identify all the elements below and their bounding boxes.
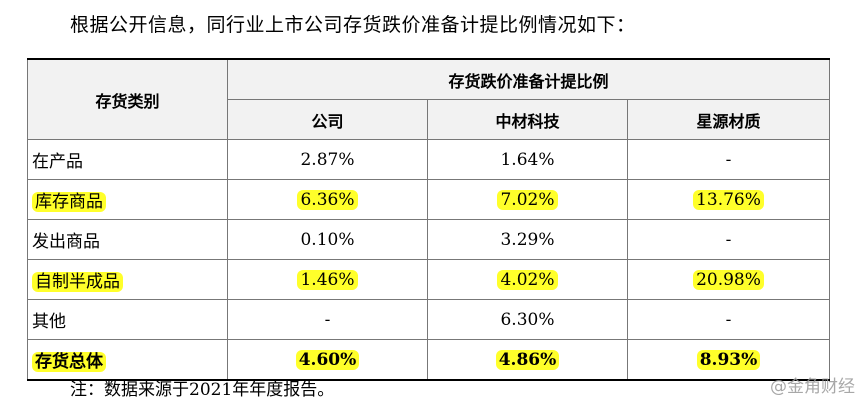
cell-value: - — [627, 299, 830, 340]
header-company: 公司 — [227, 99, 428, 140]
cell-value: 6.30% — [427, 299, 628, 340]
row-label: 其他 — [27, 299, 228, 340]
cell-value: 1.46% — [297, 269, 358, 290]
table-row: 自制半成品 1.46% 4.02% 20.98% — [27, 259, 830, 300]
cell-value: - — [627, 219, 830, 260]
cell-value: - — [627, 139, 830, 180]
row-label: 在产品 — [27, 139, 228, 180]
table-row: 其他 - 6.30% - — [27, 299, 830, 340]
cell-value: 4.60% — [295, 349, 360, 370]
header-provision-ratio: 存货跌价准备计提比例 — [227, 58, 830, 100]
cell-value: 4.86% — [495, 349, 560, 370]
row-label: 存货总体 — [32, 352, 106, 372]
table-row-total: 存货总体 4.60% 4.86% 8.93% — [27, 339, 830, 381]
header-senior-tech: 星源材质 — [627, 99, 830, 140]
row-label: 自制半成品 — [32, 272, 123, 292]
header-inventory-category: 存货类别 — [27, 58, 228, 140]
cell-value: 4.02% — [497, 269, 558, 290]
cell-value: 1.64% — [427, 139, 628, 180]
table-row: 发出商品 0.10% 3.29% - — [27, 219, 830, 260]
intro-sentence: 根据公开信息，同行业上市公司存货跌价准备计提比例情况如下： — [70, 14, 636, 36]
cell-value: 8.93% — [696, 349, 761, 370]
cell-value: 3.29% — [427, 219, 628, 260]
watermark: @金角财经 — [770, 377, 855, 397]
inventory-provision-table: 存货类别 存货跌价准备计提比例 公司 中材科技 星源材质 在产品 2.87% 1… — [27, 58, 830, 381]
cell-value: 20.98% — [693, 269, 764, 290]
cell-value: - — [227, 299, 428, 340]
cell-value: 13.76% — [693, 189, 764, 210]
cell-value: 6.36% — [297, 189, 358, 210]
header-sinoma: 中材科技 — [427, 99, 628, 140]
cell-value: 0.10% — [227, 219, 428, 260]
cell-value: 7.02% — [497, 189, 558, 210]
source-note: 注：数据来源于2021年年度报告。 — [70, 380, 335, 400]
row-label: 发出商品 — [27, 219, 228, 260]
row-label: 库存商品 — [32, 192, 106, 212]
table-row: 库存商品 6.36% 7.02% 13.76% — [27, 179, 830, 220]
cell-value: 2.87% — [227, 139, 428, 180]
table-row: 在产品 2.87% 1.64% - — [27, 139, 830, 180]
